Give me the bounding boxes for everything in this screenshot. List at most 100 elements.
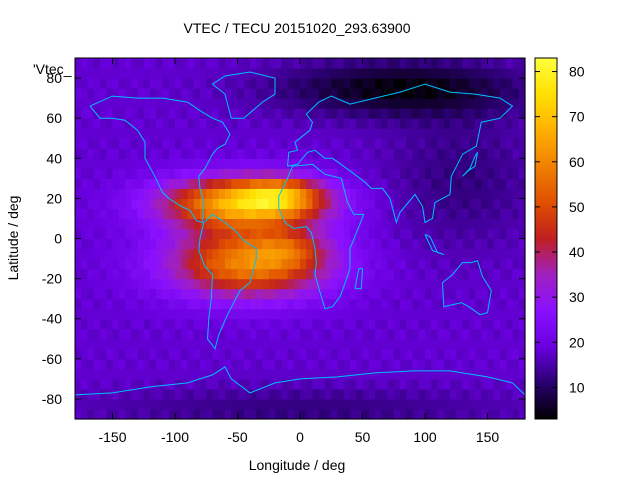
heatmap-cell <box>81 198 89 210</box>
heatmap-cell <box>268 118 276 129</box>
heatmap-cell <box>281 238 289 250</box>
heatmap-cell <box>131 358 139 370</box>
heatmap-cell <box>418 338 426 350</box>
heatmap-cell <box>506 378 514 390</box>
heatmap-cell <box>106 238 114 250</box>
chart-title: VTEC / TECU 20151020_293.63900 <box>183 20 410 36</box>
heatmap-cell <box>356 78 364 89</box>
heatmap-cell <box>487 98 495 109</box>
heatmap-cell <box>206 378 214 390</box>
heatmap-cell <box>225 268 232 280</box>
heatmap-cell <box>275 278 282 290</box>
heatmap-cell <box>425 78 432 89</box>
heatmap-cell <box>306 178 314 189</box>
heatmap-cell <box>193 68 201 79</box>
heatmap-cell <box>518 398 526 410</box>
heatmap-cell <box>512 78 520 89</box>
heatmap-cell <box>437 148 445 159</box>
heatmap-cell <box>150 338 157 350</box>
heatmap-cell <box>443 388 451 400</box>
heatmap-cell <box>381 88 389 99</box>
heatmap-cell <box>125 158 132 169</box>
heatmap-cell <box>131 268 139 280</box>
heatmap-cell <box>212 358 220 370</box>
heatmap-cell <box>300 308 307 320</box>
heatmap-cell <box>418 248 426 260</box>
heatmap-cell <box>87 78 95 89</box>
heatmap-cell <box>456 68 464 79</box>
heatmap-cell <box>137 358 145 370</box>
heatmap-cell <box>437 338 445 350</box>
heatmap-cell <box>293 88 301 99</box>
heatmap-cell <box>268 308 276 320</box>
heatmap-cell <box>212 178 220 189</box>
heatmap-cell <box>256 358 264 370</box>
heatmap-cell <box>350 178 357 189</box>
heatmap-cell <box>443 228 451 240</box>
heatmap-cell <box>418 308 426 320</box>
heatmap-cell <box>181 388 189 400</box>
heatmap-cell <box>462 348 470 360</box>
heatmap-cell <box>250 218 257 230</box>
heatmap-cell <box>93 348 101 360</box>
heatmap-cell <box>293 328 301 340</box>
heatmap-cell <box>487 88 495 99</box>
heatmap-cell <box>118 238 126 250</box>
heatmap-cell <box>293 378 301 390</box>
heatmap-cell <box>237 128 245 139</box>
heatmap-cell <box>468 268 476 280</box>
heatmap-cell <box>518 308 526 320</box>
heatmap-cell <box>125 388 132 400</box>
heatmap-cell <box>125 308 132 320</box>
heatmap-cell <box>143 298 151 310</box>
heatmap-cell <box>137 298 145 310</box>
heatmap-cell <box>143 58 151 69</box>
heatmap-cell <box>356 138 364 149</box>
heatmap-cell <box>481 128 489 139</box>
heatmap-cell <box>518 338 526 350</box>
heatmap-cell <box>212 88 220 99</box>
heatmap-cell <box>468 318 476 330</box>
heatmap-cell <box>243 298 251 310</box>
heatmap-cell <box>293 98 301 109</box>
heatmap-cell <box>231 68 239 79</box>
heatmap-cell <box>175 208 182 220</box>
heatmap-cell <box>156 108 164 119</box>
heatmap-cell <box>518 248 526 260</box>
heatmap-cell <box>243 388 251 400</box>
heatmap-cell <box>431 68 439 79</box>
heatmap-cell <box>268 148 276 159</box>
heatmap-cell <box>75 348 82 360</box>
heatmap-cell <box>318 348 326 360</box>
heatmap-cell <box>150 138 157 149</box>
heatmap-cell <box>75 108 82 119</box>
heatmap-cell <box>362 88 370 99</box>
heatmap-cell <box>218 188 226 199</box>
heatmap-cell <box>368 218 376 230</box>
heatmap-cell <box>87 408 95 420</box>
heatmap-cell <box>400 68 407 79</box>
heatmap-cell <box>156 328 164 340</box>
heatmap-cell <box>262 348 270 360</box>
heatmap-cell <box>212 128 220 139</box>
heatmap-cell <box>162 178 170 189</box>
heatmap-cell <box>437 318 445 330</box>
heatmap-cell <box>93 288 101 300</box>
heatmap-cell <box>218 388 226 400</box>
colorbar-tick-label: 10 <box>569 379 585 395</box>
heatmap-cell <box>500 388 507 400</box>
heatmap-cell <box>243 278 251 290</box>
heatmap-cell <box>262 128 270 139</box>
heatmap-cell <box>268 208 276 220</box>
heatmap-cell <box>375 58 382 69</box>
heatmap-cell <box>475 288 482 300</box>
heatmap-cell <box>218 78 226 89</box>
heatmap-cell <box>218 218 226 230</box>
heatmap-cell <box>175 258 182 270</box>
heatmap-cell <box>143 178 151 189</box>
heatmap-cell <box>425 328 432 340</box>
heatmap-cell <box>418 88 426 99</box>
heatmap-cell <box>368 278 376 290</box>
heatmap-cell <box>306 188 314 199</box>
heatmap-cell <box>450 78 457 89</box>
